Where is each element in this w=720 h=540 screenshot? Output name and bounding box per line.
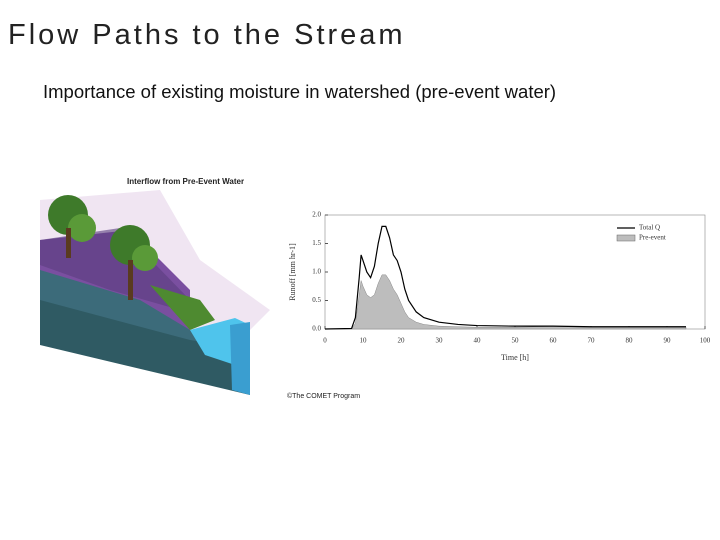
x-tick-label: 90 — [664, 337, 672, 345]
y-tick-label: 2.0 — [312, 211, 321, 219]
legend-label: Pre-event — [639, 234, 666, 242]
x-tick-label: 80 — [626, 337, 634, 345]
slide-subtitle: Importance of existing moisture in water… — [43, 81, 556, 102]
x-tick-label: 70 — [588, 337, 596, 345]
y-tick-label: 1.0 — [312, 268, 321, 276]
x-axis-label: Time [h] — [501, 353, 529, 362]
y-axis-label: Runoff [mm hr-1] — [288, 243, 297, 301]
x-tick-label: 0 — [323, 337, 327, 345]
figure-credit: ©The COMET Program — [287, 392, 360, 400]
y-tick-label: 0.5 — [312, 296, 321, 304]
legend-label: Total Q — [639, 224, 660, 232]
x-tick-label: 60 — [550, 337, 558, 345]
x-tick-label: 100 — [700, 337, 711, 345]
y-tick-label: 0.0 — [312, 325, 321, 333]
y-tick-label: 1.5 — [312, 239, 321, 247]
x-tick-label: 40 — [474, 337, 482, 345]
area — [325, 274, 687, 330]
x-tick-label: 20 — [398, 337, 406, 345]
line — [324, 225, 686, 330]
legend-swatch — [616, 234, 636, 242]
x-tick-label: 50 — [512, 337, 520, 345]
x-tick-label: 10 — [360, 337, 368, 345]
figure-title: Interflow from Pre-Event Water — [127, 177, 244, 186]
illustration — [40, 190, 270, 395]
slide-title: Flow Paths to the Stream — [8, 19, 406, 51]
x-tick-label: 30 — [436, 337, 444, 345]
